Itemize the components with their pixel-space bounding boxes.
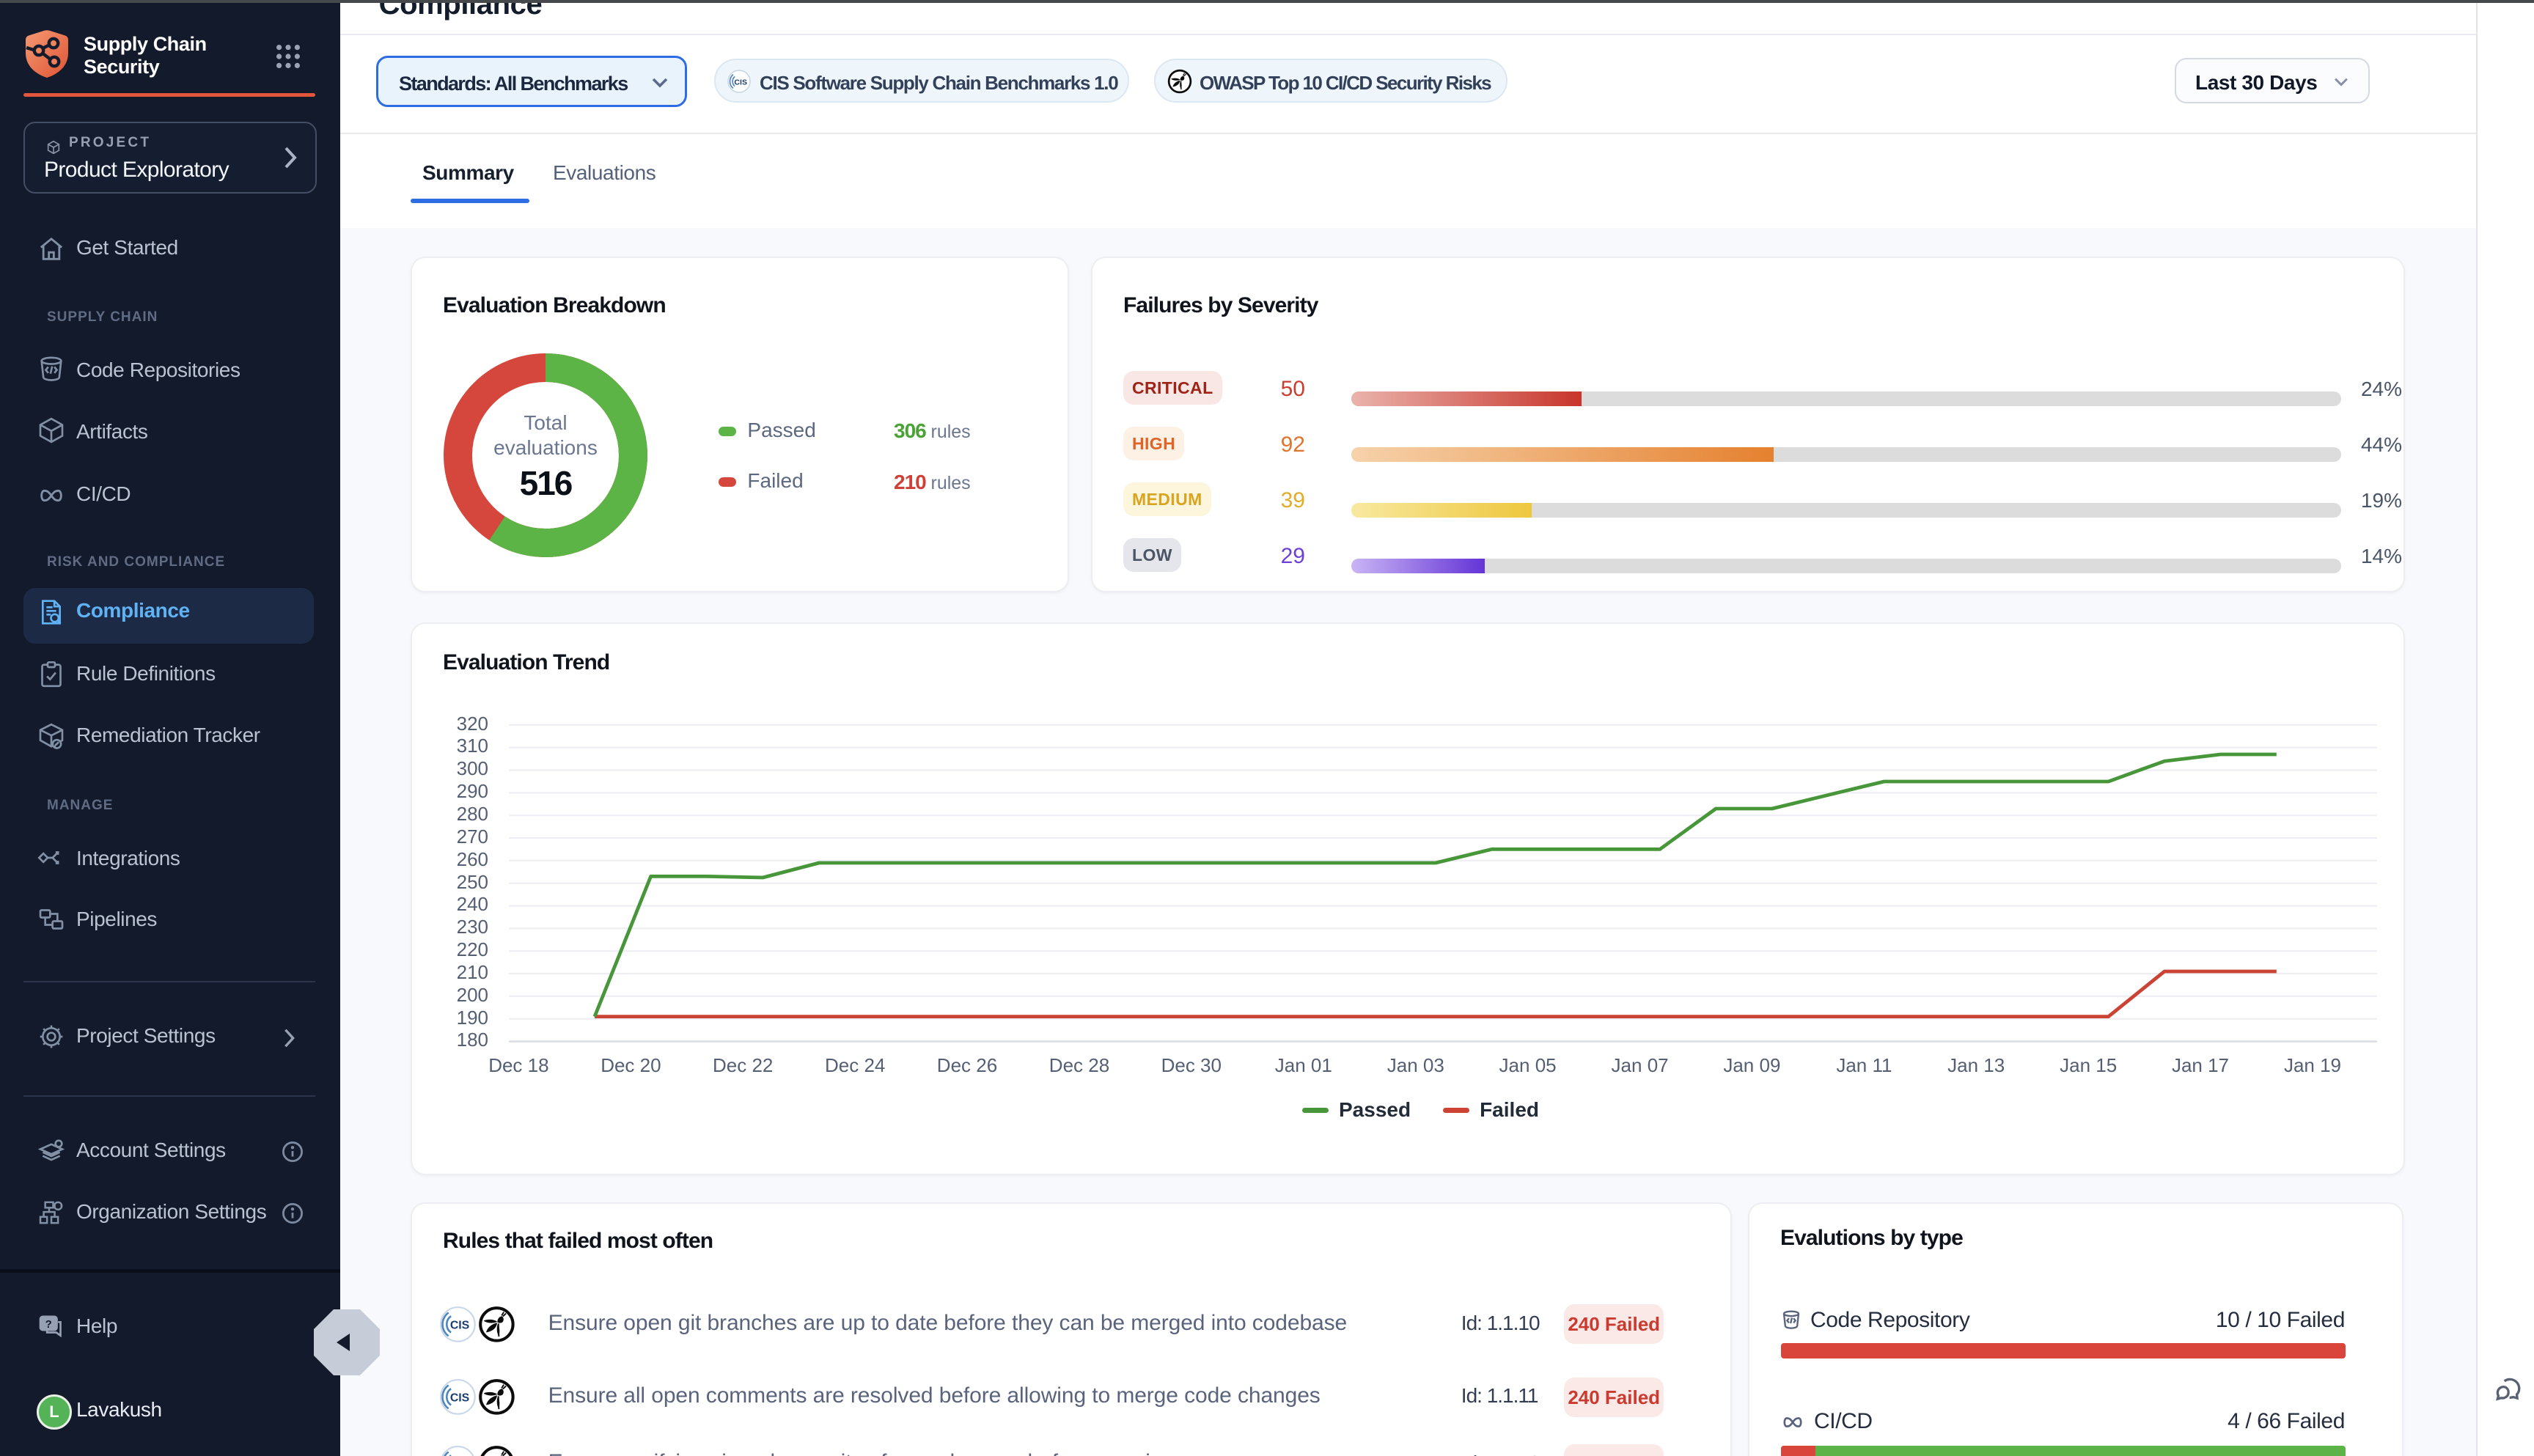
svg-text:?: ? xyxy=(45,1318,52,1331)
svg-text:CIS: CIS xyxy=(734,78,747,87)
